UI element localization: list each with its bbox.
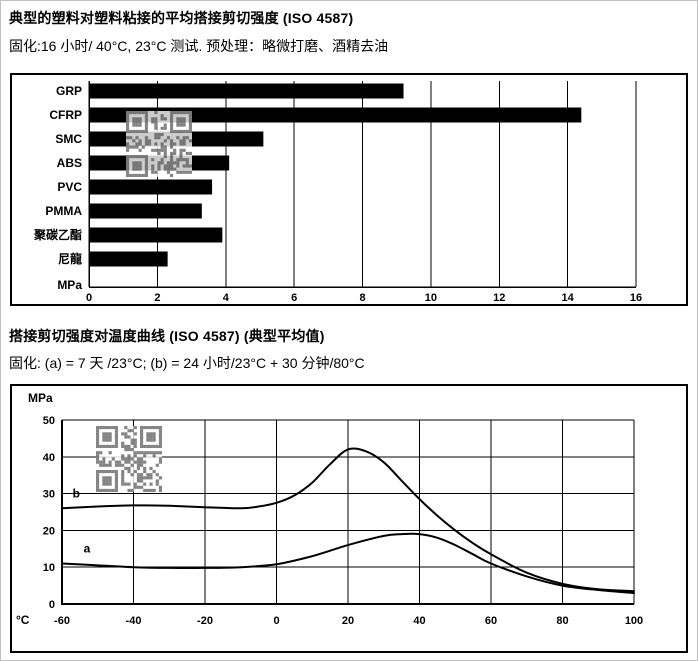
qr-watermark <box>96 426 162 492</box>
curve-a <box>61 532 635 594</box>
svg-text:-40: -40 <box>126 615 142 627</box>
svg-text:100: 100 <box>625 615 643 627</box>
category-label: PVC <box>57 180 82 194</box>
bar-尼龍 <box>89 251 168 267</box>
svg-text:20: 20 <box>43 525 55 537</box>
svg-text:40: 40 <box>413 615 425 627</box>
category-label: CFRP <box>49 108 82 122</box>
svg-text:80: 80 <box>556 615 568 627</box>
x-unit-label: °C <box>16 613 30 627</box>
line-chart-title: 搭接剪切强度对温度曲线 (ISO 4587) (典型平均值) <box>9 328 325 344</box>
bar-chart-frame: 0 2 4 6 8 10 12 14 16 GRP CFRP SMC ABS PVC PMMA 聚碳乙酯尼龍 M… <box>10 73 688 306</box>
svg-text:14: 14 <box>562 292 575 304</box>
line-chart-frame: -60 -40 -20 0 20 40 60 80 100 0 10 20 30 40 50 MPa °C b a <box>10 384 688 653</box>
curve-b <box>61 447 635 593</box>
bar-chart-title: 典型的塑料对塑料粘接的平均搭接剪切强度 (ISO 4587) <box>9 10 354 26</box>
bar-聚碳乙酯 <box>89 227 223 243</box>
svg-text:-60: -60 <box>54 615 70 627</box>
svg-text:10: 10 <box>425 292 437 304</box>
category-label: PMMA <box>45 204 82 218</box>
category-label: 尼龍 <box>58 251 82 266</box>
category-label: SMC <box>55 132 82 146</box>
svg-text:10: 10 <box>43 562 55 574</box>
svg-text:6: 6 <box>291 292 297 304</box>
svg-text:50: 50 <box>43 415 55 427</box>
y-unit-label: MPa <box>28 391 53 405</box>
svg-text:40: 40 <box>43 452 55 464</box>
svg-text:16: 16 <box>630 292 642 304</box>
bar-chart-subtitle: 固化:16 小时/ 40°C, 23°C 测试. 预处理：略微打磨、酒精去油 <box>9 38 389 54</box>
qr-watermark <box>126 111 192 177</box>
svg-text:30: 30 <box>43 489 55 501</box>
svg-text:0: 0 <box>49 599 55 611</box>
svg-text:20: 20 <box>342 615 354 627</box>
category-label: GRP <box>56 84 82 98</box>
svg-text:-20: -20 <box>197 615 213 627</box>
bar-PMMA <box>89 203 202 219</box>
svg-text:0: 0 <box>86 292 92 304</box>
bar-CFRP <box>89 107 582 123</box>
x-unit-label: MPa <box>57 278 82 292</box>
category-label: 聚碳乙酯 <box>33 227 82 242</box>
svg-text:8: 8 <box>359 292 365 304</box>
svg-text:2: 2 <box>154 292 160 304</box>
svg-text:60: 60 <box>485 615 497 627</box>
bar-GRP <box>89 83 404 99</box>
series-label-a: a <box>84 541 91 555</box>
line-chart-subtitle: 固化: (a) = 7 天 /23°C; (b) = 24 小时/23°C + … <box>9 355 365 371</box>
category-label: ABS <box>57 156 82 170</box>
series-label-b: b <box>73 486 80 500</box>
svg-text:4: 4 <box>223 292 230 304</box>
line-chart-canvas: -60 -40 -20 0 20 40 60 80 100 0 10 20 30 40 50 MPa °C b a <box>16 391 643 627</box>
svg-text:0: 0 <box>273 615 279 627</box>
svg-text:12: 12 <box>493 292 505 304</box>
bar-PVC <box>89 179 213 195</box>
